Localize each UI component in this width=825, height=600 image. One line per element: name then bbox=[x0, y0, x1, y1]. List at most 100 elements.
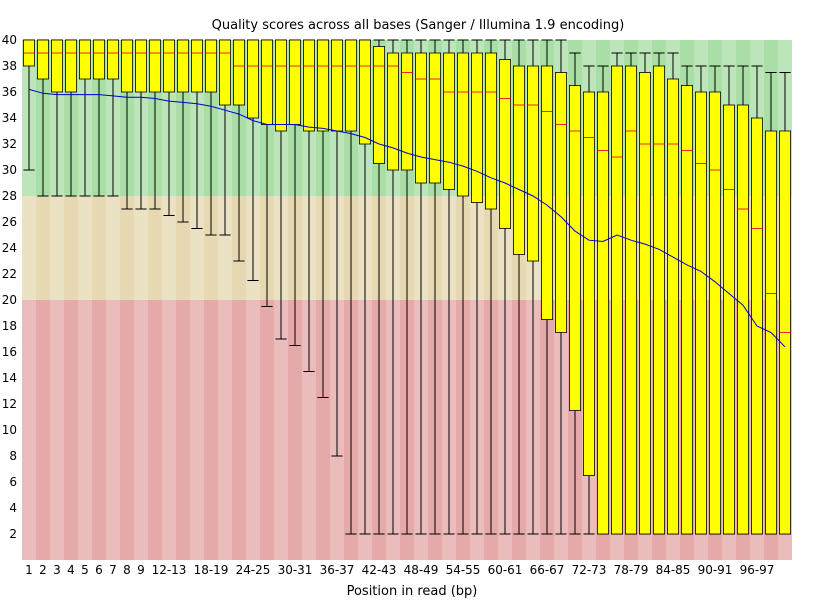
x-tick-label: 5 bbox=[81, 563, 89, 577]
box-iqr bbox=[79, 39, 92, 80]
box-iqr bbox=[37, 39, 50, 80]
box-iqr bbox=[470, 52, 483, 203]
x-tick-label: 6 bbox=[95, 563, 103, 577]
x-tick-label: 84-85 bbox=[656, 563, 691, 577]
box-iqr bbox=[93, 39, 106, 80]
x-tick-label: 7 bbox=[109, 563, 117, 577]
x-tick-label: 9 bbox=[137, 563, 145, 577]
x-tick-label: 90-91 bbox=[698, 563, 733, 577]
y-tick-label: 40 bbox=[2, 33, 17, 47]
box-iqr bbox=[386, 52, 399, 171]
chart-title: Quality scores across all bases (Sanger … bbox=[212, 18, 625, 33]
box-iqr bbox=[190, 39, 203, 93]
column-stripe bbox=[246, 40, 260, 560]
y-tick-label: 28 bbox=[2, 189, 17, 203]
y-tick-label: 20 bbox=[2, 293, 17, 307]
x-tick-label: 72-73 bbox=[572, 563, 607, 577]
box-iqr bbox=[442, 52, 455, 190]
x-tick-label: 60-61 bbox=[488, 563, 523, 577]
box-iqr bbox=[456, 52, 469, 197]
y-tick-label: 12 bbox=[2, 397, 17, 411]
x-tick-label: 3 bbox=[53, 563, 61, 577]
y-tick-label: 10 bbox=[2, 423, 17, 437]
x-tick-label: 2 bbox=[39, 563, 47, 577]
box-iqr bbox=[218, 39, 231, 106]
y-tick-label: 16 bbox=[2, 345, 17, 359]
box-iqr bbox=[162, 39, 175, 93]
box-iqr bbox=[134, 39, 147, 93]
box-iqr bbox=[274, 39, 287, 132]
box-iqr bbox=[330, 39, 343, 132]
box-iqr bbox=[541, 65, 554, 320]
box-iqr bbox=[597, 91, 610, 535]
x-tick-label: 18-19 bbox=[194, 563, 229, 577]
column-stripe bbox=[134, 40, 148, 560]
x-tick-label: 48-49 bbox=[404, 563, 439, 577]
box-iqr bbox=[176, 39, 189, 93]
box-iqr bbox=[414, 52, 427, 184]
column-stripe bbox=[106, 40, 120, 560]
box-iqr bbox=[484, 52, 497, 210]
box-iqr bbox=[611, 65, 624, 535]
x-tick-label: 66-67 bbox=[530, 563, 565, 577]
box-iqr bbox=[527, 65, 540, 262]
y-tick-label: 18 bbox=[2, 319, 17, 333]
x-tick-label: 1 bbox=[25, 563, 33, 577]
y-tick-label: 8 bbox=[9, 449, 17, 463]
y-tick-label: 38 bbox=[2, 59, 17, 73]
box-iqr bbox=[358, 39, 371, 145]
x-tick-label: 78-79 bbox=[614, 563, 649, 577]
box-iqr bbox=[639, 72, 652, 535]
x-tick-label: 30-31 bbox=[278, 563, 313, 577]
column-stripe bbox=[50, 40, 64, 560]
box-iqr bbox=[583, 91, 596, 476]
box-iqr bbox=[372, 46, 385, 164]
box-iqr bbox=[709, 91, 722, 535]
box-iqr bbox=[232, 39, 245, 106]
box-iqr bbox=[344, 39, 357, 132]
column-stripe bbox=[190, 40, 204, 560]
box-iqr bbox=[260, 39, 273, 125]
y-tick-label: 24 bbox=[2, 241, 17, 255]
box-iqr bbox=[51, 39, 64, 93]
box-iqr bbox=[246, 39, 259, 119]
box-iqr bbox=[653, 65, 666, 535]
x-tick-label: 96-97 bbox=[740, 563, 775, 577]
y-tick-label: 30 bbox=[2, 163, 17, 177]
y-tick-label: 32 bbox=[2, 137, 17, 151]
column-stripe bbox=[78, 40, 92, 560]
x-tick-label: 8 bbox=[123, 563, 131, 577]
x-tick-label: 42-43 bbox=[362, 563, 397, 577]
x-tick-label: 24-25 bbox=[236, 563, 271, 577]
box-iqr bbox=[498, 59, 511, 229]
box-iqr bbox=[428, 52, 441, 184]
box-iqr bbox=[555, 72, 568, 333]
box-iqr bbox=[625, 65, 638, 535]
box-iqr bbox=[121, 39, 134, 93]
y-tick-label: 4 bbox=[9, 501, 17, 515]
box-iqr bbox=[302, 39, 315, 132]
y-tick-label: 6 bbox=[9, 475, 17, 489]
box-iqr bbox=[107, 39, 120, 80]
x-tick-label: 36-37 bbox=[320, 563, 355, 577]
box-iqr bbox=[316, 39, 329, 132]
box-iqr bbox=[288, 39, 301, 125]
y-tick-label: 26 bbox=[2, 215, 17, 229]
y-tick-label: 36 bbox=[2, 85, 17, 99]
box-iqr bbox=[204, 39, 217, 93]
mean-line bbox=[28, 88, 786, 348]
x-tick-label: 12-13 bbox=[152, 563, 187, 577]
x-tick-label: 4 bbox=[67, 563, 75, 577]
box-iqr bbox=[723, 104, 736, 535]
box-iqr bbox=[695, 91, 708, 535]
box-iqr bbox=[681, 85, 694, 535]
column-stripe bbox=[162, 40, 176, 560]
box-iqr bbox=[737, 104, 750, 535]
x-axis-label: Position in read (bp) bbox=[347, 584, 478, 599]
y-tick-label: 22 bbox=[2, 267, 17, 281]
y-tick-label: 34 bbox=[2, 111, 17, 125]
y-tick-label: 14 bbox=[2, 371, 17, 385]
column-stripe bbox=[218, 40, 232, 560]
